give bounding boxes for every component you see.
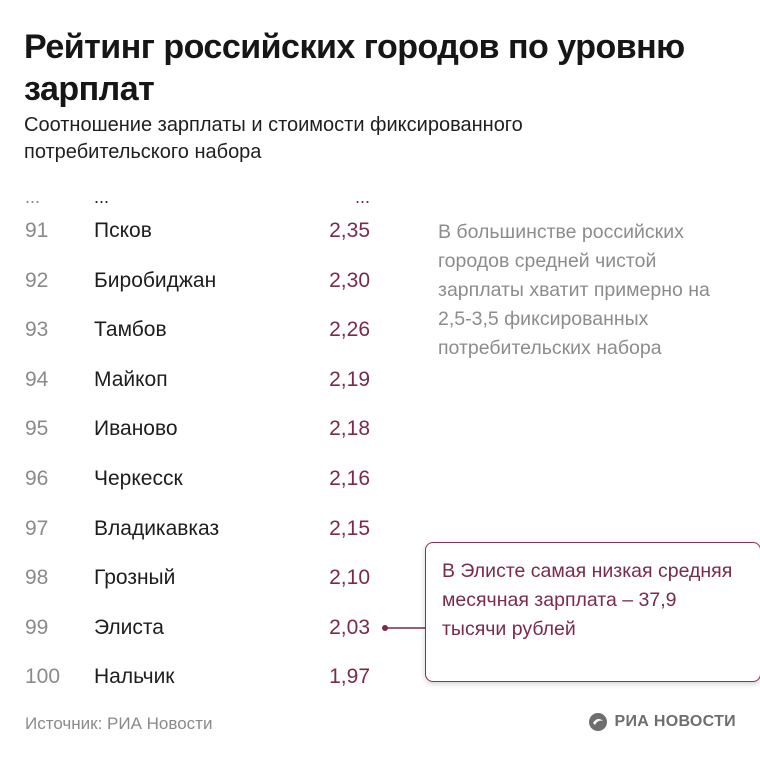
ellipsis-row: ... ... ...: [0, 186, 400, 216]
table-row: 97 Владикавказ 2,15: [0, 514, 400, 544]
table-row: 93 Тамбов 2,26: [0, 315, 400, 345]
table-row: 94 Майкоп 2,19: [0, 365, 400, 395]
row-rank: 91: [25, 219, 49, 242]
ria-logo-icon: [589, 713, 608, 731]
row-city: Тамбов: [94, 318, 167, 342]
source-label: Источник: РИА Новости: [25, 714, 213, 733]
row-city: Псков: [94, 219, 152, 242]
row-city: Нальчик: [94, 665, 175, 689]
row-rank: 98: [25, 566, 49, 590]
table-row: 99 Элиста 2,03: [0, 613, 400, 643]
row-value: 2,19: [329, 367, 370, 391]
table-row: 95 Иваново 2,18: [0, 414, 400, 444]
row-city: Элиста: [94, 615, 164, 639]
page-subtitle: Соотношение зарплаты и стоимости фиксиро…: [24, 114, 523, 163]
row-value: 2,16: [329, 467, 370, 490]
row-rank: 99: [25, 615, 49, 639]
ria-logo: РИА НОВОСТИ: [588, 712, 736, 732]
info-note: В большинстве российских городов средней…: [438, 221, 710, 359]
row-value: 2,15: [329, 516, 370, 540]
row-rank: 95: [25, 417, 49, 441]
row-city: Владикавказ: [94, 516, 220, 540]
row-rank: 100: [25, 665, 61, 689]
table-row: 100 Нальчик 1,97: [0, 662, 400, 692]
row-value: 2,03: [329, 615, 370, 639]
ria-logo-text: РИА НОВОСТИ: [614, 713, 736, 730]
page-title: Рейтинг российских городов по уровню зар…: [24, 28, 685, 108]
row-rank: 94: [25, 367, 49, 391]
callout-connector: [382, 625, 425, 631]
row-city: Черкесск: [94, 467, 183, 490]
row-value: 2,18: [329, 417, 370, 441]
row-city: Иваново: [94, 417, 178, 441]
elista-callout: В Элисте самая низкая средняя месячная з…: [425, 542, 760, 682]
row-value: 2,30: [329, 268, 370, 292]
table-row: 91 Псков 2,35: [0, 216, 400, 246]
row-city: Грозный: [94, 566, 176, 590]
table-row: 96 Черкесск 2,16: [0, 464, 400, 494]
ellipsis-value: ...: [354, 187, 370, 207]
ellipsis-rank: ...: [25, 187, 41, 207]
table-row: 92 Биробиджан 2,30: [0, 266, 400, 296]
row-value: 2,26: [329, 318, 370, 342]
row-rank: 97: [25, 516, 49, 540]
ellipsis-city: ...: [94, 187, 110, 207]
row-value: 2,35: [329, 219, 370, 242]
row-rank: 92: [25, 268, 49, 292]
row-value: 2,10: [329, 566, 370, 590]
row-rank: 93: [25, 318, 49, 342]
row-city: Майкоп: [94, 367, 168, 391]
row-city: Биробиджан: [94, 268, 217, 292]
row-rank: 96: [25, 467, 49, 490]
row-value: 1,97: [329, 665, 370, 689]
table-row: 98 Грозный 2,10: [0, 563, 400, 593]
